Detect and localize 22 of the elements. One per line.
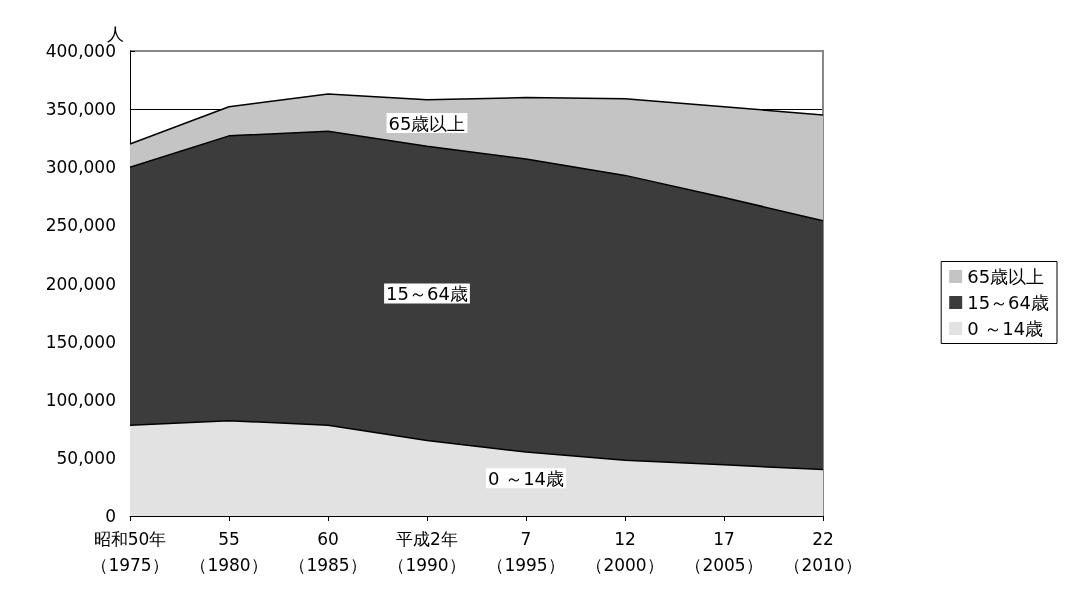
y-tick-label: 250,000 (45, 215, 116, 236)
x-tick-label: 7（1995） (487, 529, 565, 575)
text: 0 ～14歳 (487, 467, 565, 489)
y-tick-label: 100,000 (45, 389, 116, 410)
y-tick-label: 50,000 (56, 447, 116, 468)
y-tick-label: 150,000 (45, 331, 116, 352)
y-tick-label: 350,000 (45, 99, 116, 120)
x-tick-label: 平成2年（1990） (388, 529, 466, 575)
legend-label: 65歳以上 (967, 266, 1045, 287)
x-tick-label: 55（1980） (190, 529, 268, 575)
x-tick-label: 17（2005） (685, 529, 763, 575)
x-tick-label: 22（2010） (784, 529, 862, 575)
legend-label: 0 ～14歳 (967, 318, 1044, 339)
x-tick-label: 12（2000） (586, 529, 664, 575)
y-tick-label: 300,000 (45, 157, 116, 178)
y-axis-title: 人 (107, 24, 124, 45)
text: 65歳以上 (388, 112, 466, 134)
y-tick-label: 0 (105, 506, 116, 526)
legend-label: 15～64歳 (967, 292, 1049, 313)
x-tick-label: 60（1985） (289, 529, 367, 575)
y-tick-label: 200,000 (45, 273, 116, 294)
x-tick-label: 昭和50年（1975） (91, 529, 169, 575)
